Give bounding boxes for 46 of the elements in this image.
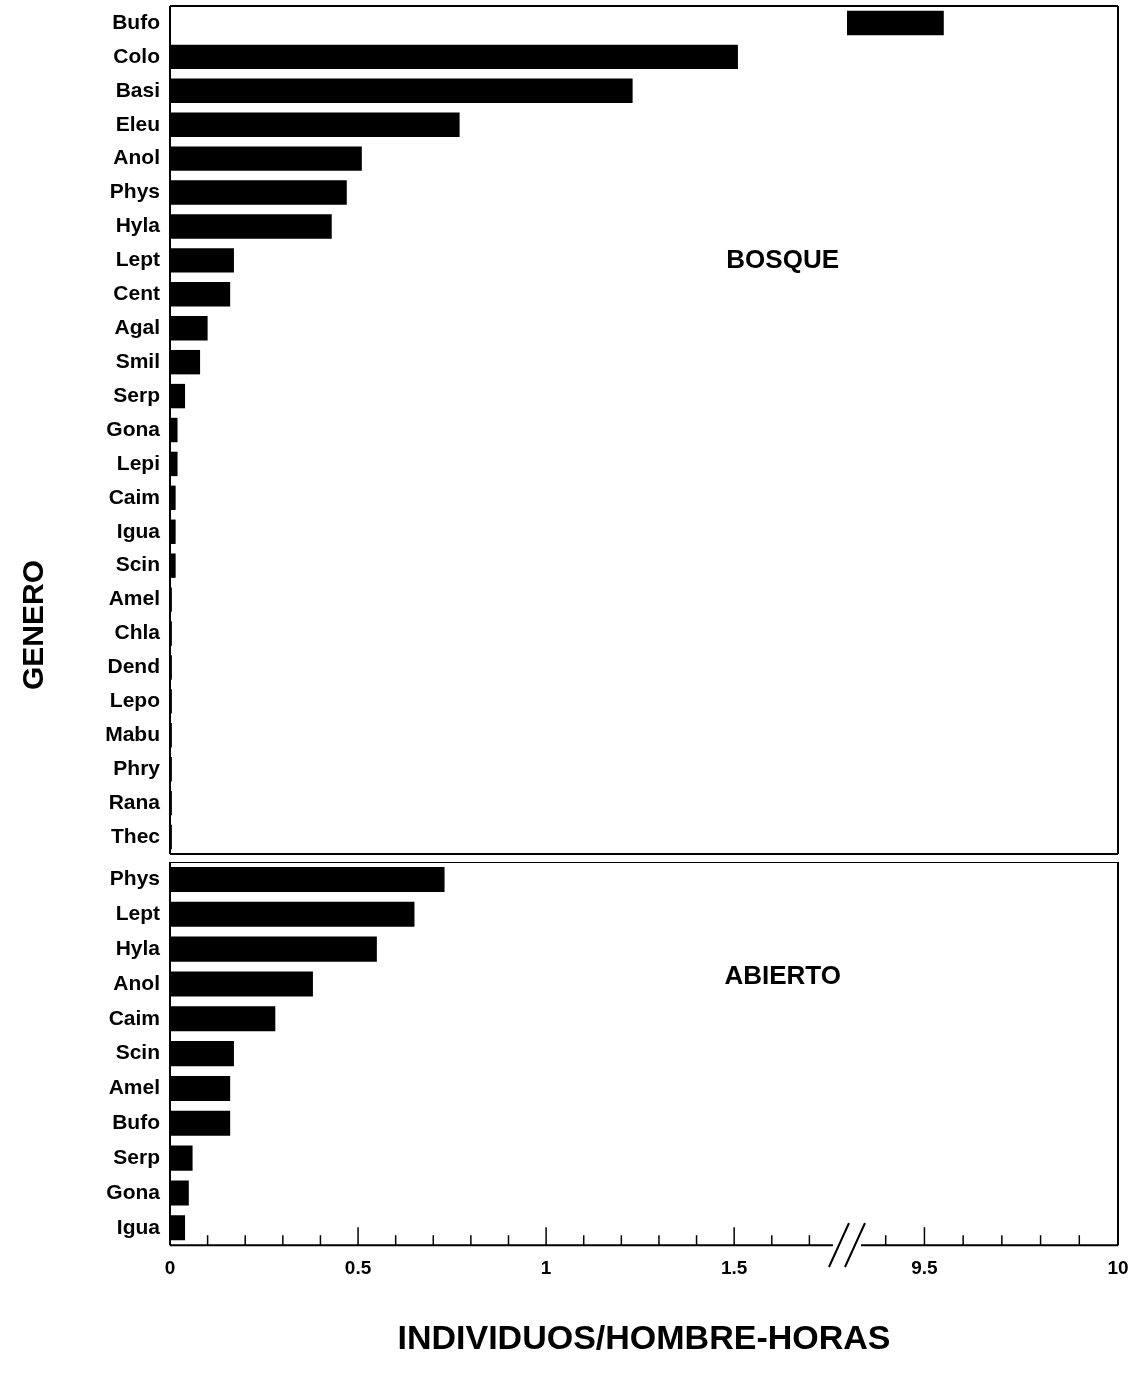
y-tick-label: Anol xyxy=(113,970,160,994)
y-tick-label: Lepi xyxy=(116,450,160,474)
y-tick-label: Scin xyxy=(115,1040,160,1064)
y-tick-label: Phry xyxy=(113,756,161,779)
x-tick-label: 0 xyxy=(164,1256,176,1278)
x-tick-label: 10 xyxy=(1107,1256,1129,1278)
y-tick-label: Hyla xyxy=(115,213,161,237)
y-tick-label: Lept xyxy=(115,247,161,271)
y-tick-label: Thec xyxy=(110,823,161,847)
y-tick-label: Agal xyxy=(114,315,160,339)
y-tick-label: Hyla xyxy=(115,935,161,959)
y-tick-label: Scin xyxy=(115,552,160,576)
annotation: BOSQUE xyxy=(726,243,840,274)
y-tick-label: Phys xyxy=(109,179,160,203)
y-tick-label: Serp xyxy=(113,382,160,406)
y-tick-label: Caim xyxy=(108,484,160,508)
y-tick-label: Rana xyxy=(108,789,161,813)
y-tick-label: Colo xyxy=(113,43,160,67)
y-tick-label: Chla xyxy=(114,620,161,644)
y-tick-label: Igua xyxy=(116,1214,161,1238)
y-tick-label: Dend xyxy=(107,654,160,678)
y-tick-label: Bufo xyxy=(112,1110,160,1134)
x-tick-label: 9.5 xyxy=(911,1256,939,1278)
y-tick-label: Eleu xyxy=(115,111,160,135)
y-tick-label: Bufo xyxy=(112,9,160,33)
x-tick-label: 1.5 xyxy=(720,1256,748,1278)
x-axis-title: INDIVIDUOS/HOMBRE-HORAS xyxy=(396,1318,892,1357)
y-tick-label: Igua xyxy=(116,518,161,542)
y-tick-label: Gona xyxy=(106,416,161,440)
y-tick-label: Mabu xyxy=(105,722,160,746)
y-tick-label: Phys xyxy=(109,866,160,890)
y-tick-label: Lept xyxy=(115,901,161,925)
y-tick-label: Serp xyxy=(113,1144,160,1168)
y-tick-label: Gona xyxy=(106,1179,161,1203)
annotation: ABIERTO xyxy=(724,960,841,991)
y-tick-label: Amel xyxy=(108,1075,160,1099)
y-tick-label: Anol xyxy=(113,145,160,169)
y-tick-label: Caim xyxy=(108,1005,160,1029)
x-tick-label: 1 xyxy=(540,1256,552,1278)
y-tick-label: Amel xyxy=(108,586,160,610)
x-tick-label: 0.5 xyxy=(344,1256,372,1278)
y-tick-label: Lepo xyxy=(109,688,160,712)
y-axis-title: GENERO xyxy=(16,559,50,691)
y-tick-label: Smil xyxy=(115,348,160,372)
y-tick-label: Basi xyxy=(115,77,160,101)
y-tick-label: Cent xyxy=(113,281,160,305)
